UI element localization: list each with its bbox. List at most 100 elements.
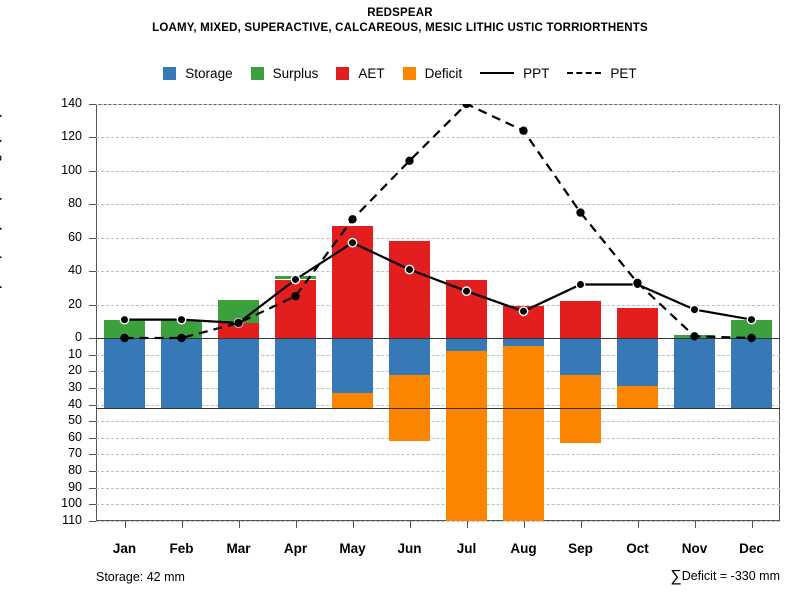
bar-storage-sep — [559, 338, 601, 375]
bar-aet-sep — [559, 301, 601, 338]
legend: Storage Surplus AET Deficit PPT PET — [0, 66, 800, 81]
page-title: REDSPEAR — [367, 7, 433, 19]
y-tick-label-120: 120 — [61, 129, 82, 144]
x-tick-label-jun: Jun — [397, 541, 422, 556]
y-tick-label-0: 0 — [75, 330, 82, 344]
x-tick-label-nov: Nov — [681, 541, 708, 556]
bar-aet-oct — [616, 307, 658, 338]
point-ppt-sep — [575, 279, 586, 290]
y-axis-title: Inputs | Outputs | Storage (mm) — [0, 113, 2, 300]
legend-item-storage[interactable]: Storage — [163, 66, 233, 81]
legend-label-aet: AET — [358, 66, 385, 81]
y-tick-120 — [89, 137, 96, 139]
storage-annotation: Storage: 42 mm — [96, 570, 185, 584]
y-tick-label-40: 40 — [68, 263, 82, 278]
bar-surplus-dec — [730, 319, 772, 338]
point-pet-dec — [747, 333, 756, 343]
deficit-annotation-text: Deficit = -330 mm — [681, 569, 780, 583]
point-pet-nov — [690, 332, 699, 341]
legend-label-pet: PET — [610, 66, 637, 81]
gridline-pos-120 — [96, 137, 780, 139]
x-tick-sep — [580, 521, 582, 528]
lines-layer — [96, 104, 780, 521]
x-tick-label-oct: Oct — [626, 541, 649, 556]
legend-label-ppt: PPT — [523, 66, 550, 81]
x-tick-nov — [694, 521, 696, 528]
gridline-pos-100 — [96, 170, 780, 172]
x-tick-label-jul: Jul — [456, 541, 477, 556]
y-tick-label-110: 110 — [62, 513, 82, 527]
legend-item-deficit[interactable]: Deficit — [402, 66, 463, 81]
gridline-pos-140 — [96, 104, 780, 105]
x-tick-label-apr: Apr — [283, 541, 308, 556]
y-tick-0 — [89, 338, 96, 339]
x-tick-label-dec: Dec — [739, 541, 764, 556]
x-tick-label-jan: Jan — [112, 541, 137, 556]
point-ppt-jun — [404, 264, 415, 275]
y-tick-20 — [89, 371, 96, 373]
bar-surplus-jan — [103, 319, 145, 338]
bar-storage-aug — [502, 338, 544, 347]
bar-storage-feb — [160, 338, 202, 408]
bar-storage-jun — [388, 338, 430, 375]
gridline-pos-20 — [96, 304, 780, 306]
y-tick-label-20: 20 — [68, 296, 82, 311]
sigma-icon: ∑ — [670, 568, 682, 585]
y-tick-label-140: 140 — [61, 96, 82, 110]
gridline-pos-80 — [96, 204, 780, 206]
y-tick-label-70: 70 — [68, 446, 82, 461]
y-tick-50 — [89, 421, 96, 423]
bar-storage-apr — [274, 338, 316, 408]
y-tick-140 — [89, 104, 96, 105]
legend-label-deficit: Deficit — [424, 66, 463, 81]
legend-item-ppt[interactable]: PPT — [480, 66, 549, 81]
point-pet-mar — [234, 318, 243, 328]
bar-storage-jan — [103, 338, 145, 408]
x-tick-dec — [751, 521, 753, 528]
x-tick-label-aug: Aug — [510, 541, 537, 556]
x-tick-label-sep: Sep — [568, 541, 593, 556]
bar-deficit-jul — [445, 351, 487, 521]
bar-deficit-may — [331, 392, 373, 408]
legend-line-ppt — [480, 71, 515, 74]
gridline-neg-40 — [96, 404, 780, 406]
gridline-neg-70 — [96, 454, 780, 456]
legend-label-surplus: Surplus — [272, 66, 319, 81]
y-tick-label-10: 10 — [68, 346, 82, 361]
y-tick-label-50: 50 — [68, 413, 82, 428]
legend-item-pet[interactable]: PET — [567, 66, 637, 81]
gridline-pos-40 — [96, 271, 780, 273]
legend-label-storage: Storage — [185, 66, 233, 81]
y-tick-110 — [89, 521, 96, 522]
gridline-neg-110 — [96, 521, 780, 522]
point-ppt-may — [347, 237, 358, 248]
y-tick-60 — [89, 237, 96, 239]
y-tick-label-20: 20 — [68, 363, 82, 378]
grid-layer — [96, 104, 780, 522]
title-block: REDSPEAR LOAMY, MIXED, SUPERACTIVE, CALC… — [0, 6, 800, 36]
point-ppt-jul — [461, 286, 472, 297]
bar-deficit-aug — [502, 346, 544, 521]
legend-line-pet — [567, 71, 602, 74]
x-tick-label-feb: Feb — [169, 541, 194, 556]
x-tick-jul — [466, 521, 468, 528]
gridline-neg-50 — [96, 421, 780, 423]
bar-deficit-oct — [616, 386, 658, 408]
y-tick-label-60: 60 — [68, 429, 82, 444]
bar-storage-oct — [616, 338, 658, 387]
zero-line — [96, 338, 780, 339]
x-tick-may — [352, 521, 354, 528]
legend-item-aet[interactable]: AET — [336, 66, 385, 81]
point-pet-feb — [177, 333, 186, 343]
x-tick-label-mar: Mar — [226, 541, 251, 556]
point-pet-aug — [519, 126, 528, 135]
y-tick-label-40: 40 — [68, 396, 82, 411]
y-tick-40 — [89, 271, 96, 273]
gridline-neg-80 — [96, 471, 780, 473]
x-tick-jun — [409, 521, 411, 528]
legend-swatch-deficit — [402, 67, 416, 80]
point-ppt-apr — [290, 274, 301, 285]
legend-item-surplus[interactable]: Surplus — [250, 66, 319, 81]
line-series-svg — [119, 104, 757, 343]
bar-storage-dec — [730, 338, 772, 408]
